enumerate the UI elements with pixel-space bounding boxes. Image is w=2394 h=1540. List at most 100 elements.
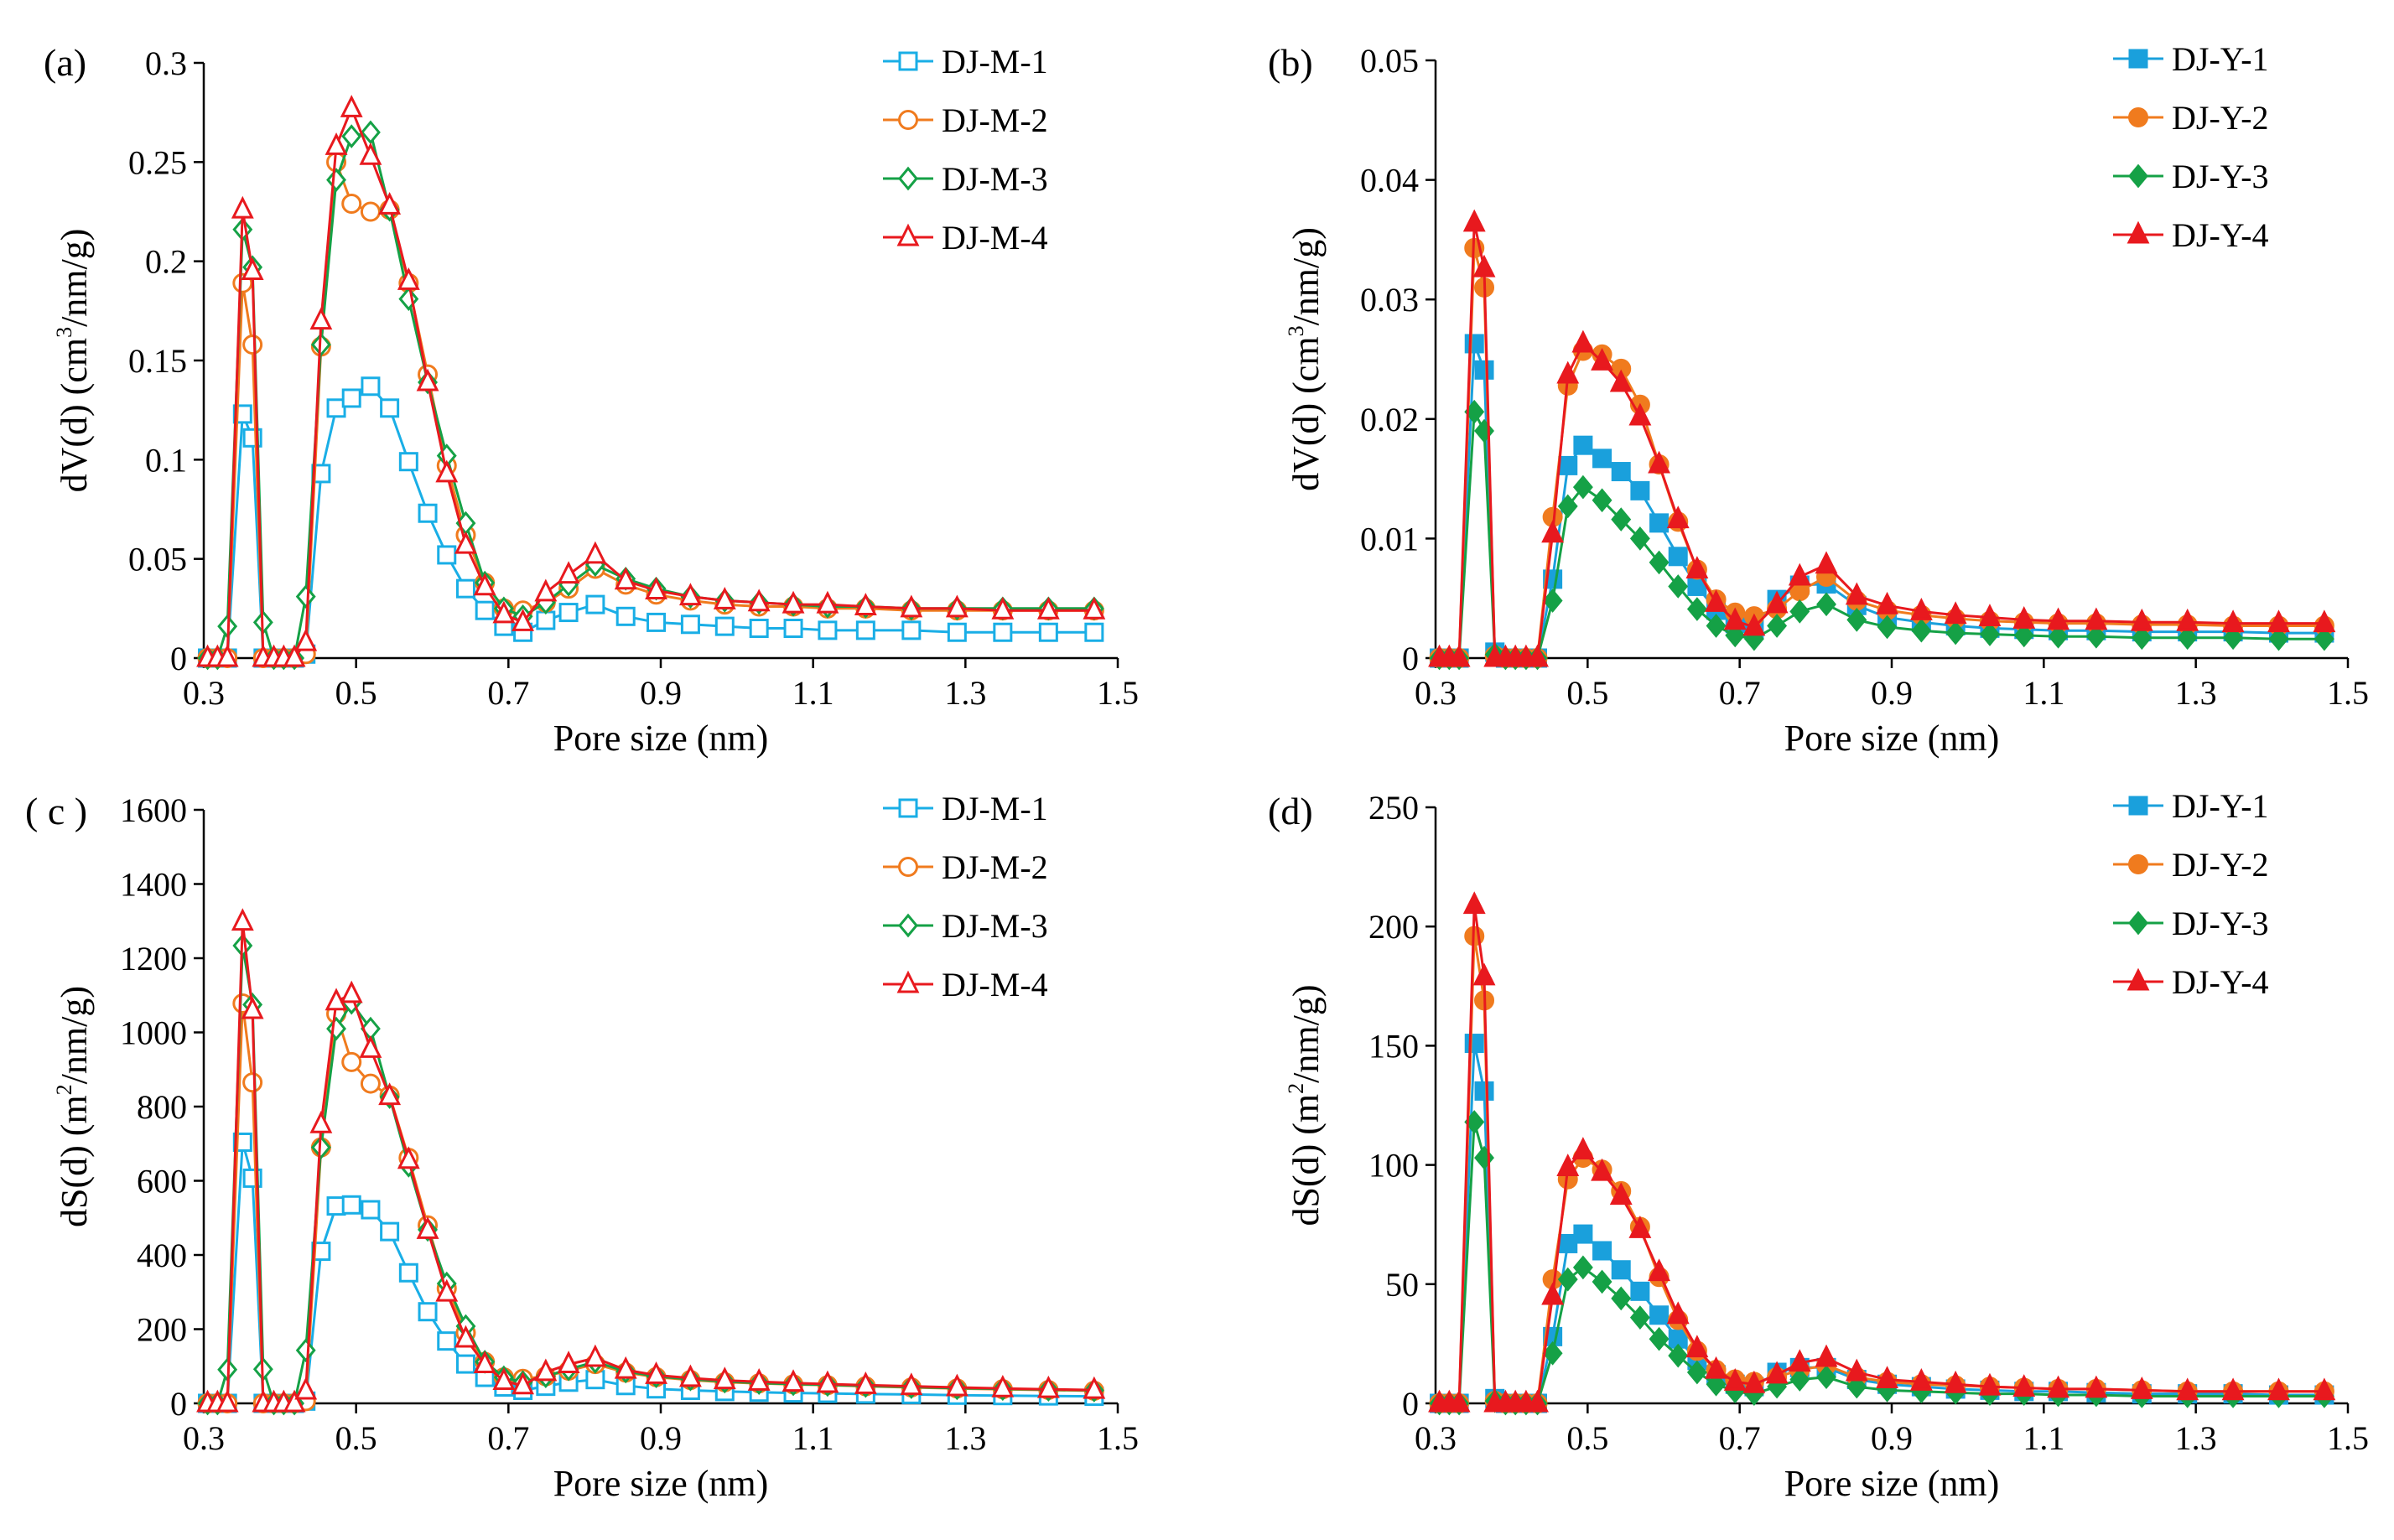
data-point xyxy=(1628,1216,1652,1238)
legend-label: DJ-M-2 xyxy=(942,848,1048,886)
data-point xyxy=(1876,1366,1898,1389)
y-axis-label-superscript: 3 xyxy=(1284,325,1308,336)
data-point xyxy=(1462,209,1486,232)
data-point xyxy=(900,1372,923,1396)
data-point xyxy=(1909,1368,1933,1391)
data-point xyxy=(1572,1255,1593,1280)
data-point xyxy=(1705,1356,1727,1379)
y-tick-label: 0.25 xyxy=(128,143,187,181)
legend-label: DJ-M-4 xyxy=(942,219,1048,257)
chart-panel-2: 0.3 0.5 0.7 0.9 1.1 1.3 1.5 0 0.01 0.02 0.03 0.04 0.… xyxy=(1268,40,2369,759)
x-tick-label: 1.3 xyxy=(2175,674,2217,712)
data-point xyxy=(614,567,637,590)
data-point xyxy=(1036,596,1060,620)
data-point xyxy=(1909,598,1933,620)
y-tick-label: 0.04 xyxy=(1360,162,1419,200)
data-point xyxy=(492,1367,516,1390)
data-point xyxy=(1649,1305,1670,1325)
data-point xyxy=(2314,626,2334,651)
data-point xyxy=(416,368,439,391)
data-point xyxy=(216,644,239,667)
data-point xyxy=(945,1373,969,1397)
data-point xyxy=(1980,622,2000,646)
data-point xyxy=(1845,1358,1868,1382)
data-point xyxy=(325,988,348,1011)
legend-label: DJ-M-1 xyxy=(942,790,1048,827)
data-point xyxy=(475,600,495,620)
data-point xyxy=(1978,1372,2002,1396)
data-point xyxy=(454,1325,477,1348)
x-tick-label: 1.5 xyxy=(2327,1419,2369,1457)
data-point xyxy=(241,257,264,280)
data-point xyxy=(1816,1365,1836,1390)
data-point xyxy=(1526,644,1549,667)
data-point xyxy=(678,1364,702,1387)
chart-panel-3: 0.3 0.5 0.7 0.9 1.1 1.3 1.5 0 200 400 600 800 1000 12… xyxy=(25,790,1139,1504)
data-point xyxy=(1611,462,1631,482)
data-point xyxy=(1725,623,1746,648)
data-point xyxy=(782,1369,805,1392)
data-point xyxy=(2267,609,2290,633)
data-point xyxy=(1666,1301,1690,1325)
data-point xyxy=(1816,592,1836,617)
data-point xyxy=(326,398,346,418)
data-point xyxy=(242,1072,263,1093)
y-tick-label: 50 xyxy=(1385,1266,1419,1304)
data-point xyxy=(1723,607,1747,630)
data-point xyxy=(855,620,875,640)
data-point xyxy=(1944,601,1967,625)
data-point xyxy=(1462,891,1486,915)
data-point xyxy=(1571,329,1595,353)
data-point xyxy=(1571,1137,1595,1160)
legend-marker xyxy=(2128,796,2148,816)
data-point xyxy=(309,1110,333,1133)
data-point xyxy=(418,1302,438,1322)
y-axis-label-units: /nm/g) xyxy=(54,986,95,1084)
legend-label: DJ-M-4 xyxy=(942,966,1048,1003)
y-tick-label: 800 xyxy=(137,1088,187,1126)
legend-label: DJ-M-3 xyxy=(942,907,1048,945)
data-point xyxy=(2047,607,2069,630)
series-line xyxy=(207,131,1094,660)
y-axis-label-main: dS(d) (m xyxy=(54,1095,95,1227)
data-point xyxy=(1573,435,1593,455)
series-DJ-Y-4 xyxy=(1428,891,2336,1413)
chart-panel-4: 0.3 0.5 0.7 0.9 1.1 1.3 1.5 0 50 100 150 200 250 Pore… xyxy=(1268,787,2369,1504)
data-point xyxy=(1648,450,1670,474)
y-tick-label: 0.15 xyxy=(128,342,187,380)
data-point xyxy=(1464,334,1484,354)
data-point xyxy=(2130,608,2153,631)
data-point xyxy=(361,1200,381,1220)
legend-marker xyxy=(898,913,918,938)
y-axis-label-units: /nm/g) xyxy=(54,229,95,327)
data-point xyxy=(1706,1371,1727,1397)
series-DJ-Y-1 xyxy=(1430,1034,2334,1413)
data-point xyxy=(534,1358,558,1382)
data-point xyxy=(360,120,381,145)
legend-entry: DJ-M-3 xyxy=(883,160,1048,198)
data-point xyxy=(418,503,438,523)
data-point xyxy=(361,376,381,397)
data-point xyxy=(397,267,420,290)
data-point xyxy=(295,584,316,609)
data-point xyxy=(1845,582,1868,605)
legend-entry: DJ-Y-4 xyxy=(2113,216,2269,254)
x-tick-label: 1.3 xyxy=(2175,1419,2217,1457)
legend-marker xyxy=(898,857,918,877)
legend-entry: DJ-M-4 xyxy=(883,219,1048,257)
y-tick-label: 400 xyxy=(137,1237,187,1274)
data-point xyxy=(1474,1081,1494,1101)
legend-entry: DJ-Y-2 xyxy=(2113,846,2269,884)
data-point xyxy=(818,620,838,640)
series-DJ-Y-4 xyxy=(1428,209,2336,667)
y-tick-label: 0.05 xyxy=(1360,42,1419,80)
legend-entry: DJ-Y-3 xyxy=(2113,158,2269,195)
data-point xyxy=(1630,480,1650,500)
data-point xyxy=(1876,591,1898,614)
y-tick-label: 200 xyxy=(1368,908,1419,946)
legend-entry: DJ-M-1 xyxy=(883,790,1048,827)
data-point xyxy=(1474,360,1494,380)
y-tick-label: 250 xyxy=(1368,789,1419,827)
data-point xyxy=(435,459,459,483)
y-axis-label: dV(d) (cm3/nm/g) xyxy=(52,229,95,493)
